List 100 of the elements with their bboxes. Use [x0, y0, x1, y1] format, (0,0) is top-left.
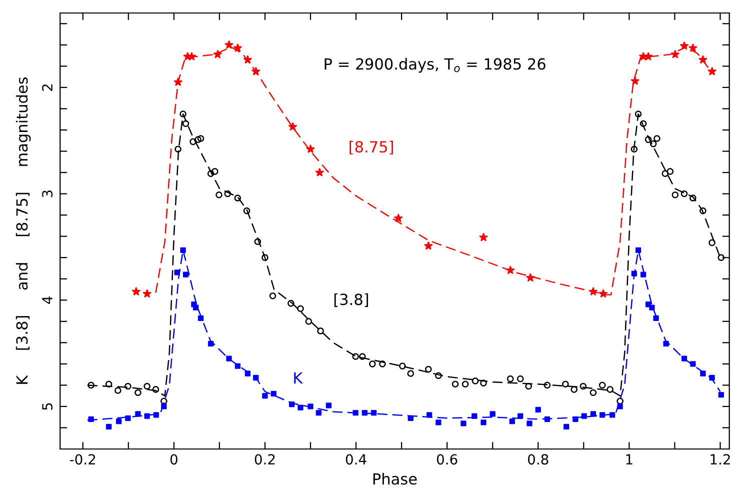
point — [270, 390, 276, 397]
point — [316, 410, 322, 416]
point — [180, 247, 186, 253]
point — [198, 315, 204, 322]
point — [690, 361, 696, 367]
point — [631, 270, 638, 276]
point — [700, 370, 706, 376]
point — [436, 420, 442, 426]
point — [243, 55, 252, 64]
point — [308, 404, 314, 410]
point — [362, 410, 368, 416]
point — [490, 411, 496, 417]
point — [153, 412, 159, 418]
point — [424, 241, 433, 250]
point — [564, 424, 570, 430]
point — [106, 424, 112, 430]
point — [135, 411, 141, 417]
x-tick-label: -0.2 — [70, 454, 96, 465]
point — [233, 44, 242, 52]
point — [132, 287, 140, 296]
point — [213, 50, 222, 58]
point — [472, 413, 478, 419]
point — [88, 416, 94, 422]
point — [252, 67, 260, 76]
point — [653, 315, 659, 322]
point — [526, 420, 532, 426]
point — [640, 272, 646, 278]
x-tick-label: 0.6 — [436, 454, 458, 465]
point — [352, 410, 358, 416]
point — [708, 67, 716, 76]
point — [234, 363, 240, 369]
point — [506, 266, 515, 274]
y-tick-label: 2 — [42, 84, 52, 91]
point — [289, 402, 295, 408]
point — [588, 287, 598, 296]
point — [116, 418, 122, 424]
point — [709, 374, 715, 381]
point — [688, 44, 698, 52]
point — [480, 420, 486, 426]
point — [370, 410, 377, 416]
point — [426, 412, 432, 418]
point — [298, 404, 304, 410]
y-axis-title: K [3.8] and [8.75] magnitudes — [16, 77, 31, 384]
point — [599, 412, 606, 418]
point — [518, 413, 524, 419]
point — [509, 418, 515, 424]
point — [544, 416, 550, 422]
point — [581, 413, 587, 419]
y-tick-label: 4 — [42, 296, 52, 304]
x-tick-label: 1.2 — [710, 454, 730, 464]
series-label: K — [294, 372, 304, 384]
x-axis-title: Phase — [373, 472, 417, 485]
x-tick-label: 0.4 — [346, 454, 366, 465]
series-label: [3.8] — [334, 293, 368, 307]
point — [718, 392, 724, 398]
point — [681, 356, 688, 362]
point — [408, 415, 414, 421]
x-tick-label: 0.8 — [528, 454, 548, 465]
point — [208, 340, 214, 347]
y-tick-label: 5 — [42, 403, 53, 410]
point — [326, 402, 332, 408]
point — [253, 374, 259, 381]
point — [590, 411, 596, 417]
point — [174, 270, 180, 276]
point — [394, 214, 403, 222]
point — [288, 122, 297, 130]
x-tick-label: 1 — [626, 454, 632, 464]
point — [192, 304, 199, 310]
point — [663, 340, 669, 347]
point — [174, 78, 182, 86]
point — [670, 50, 680, 58]
point — [142, 289, 152, 298]
point — [315, 168, 324, 176]
point — [635, 247, 642, 253]
point — [680, 42, 689, 50]
point — [161, 404, 167, 410]
point — [460, 420, 466, 426]
point — [535, 406, 541, 412]
y-tick-label: 3 — [42, 190, 53, 198]
point — [224, 40, 234, 49]
point — [598, 289, 608, 298]
point — [306, 144, 315, 153]
point — [125, 415, 131, 421]
point — [610, 412, 616, 418]
point — [182, 272, 189, 278]
point — [649, 304, 655, 310]
point — [144, 413, 150, 419]
point — [262, 393, 268, 399]
point — [226, 356, 232, 362]
point — [617, 404, 623, 410]
point — [572, 416, 578, 422]
point — [244, 370, 250, 376]
point — [479, 232, 488, 242]
point — [644, 52, 653, 60]
x-tick-label: 0.2 — [254, 454, 275, 465]
point — [526, 273, 535, 282]
point — [630, 76, 640, 85]
text: [8.75] — [350, 140, 393, 154]
annotation: P = 2900.days, T$_{o}$ = 1985 26 — [324, 58, 546, 73]
point — [698, 55, 708, 64]
